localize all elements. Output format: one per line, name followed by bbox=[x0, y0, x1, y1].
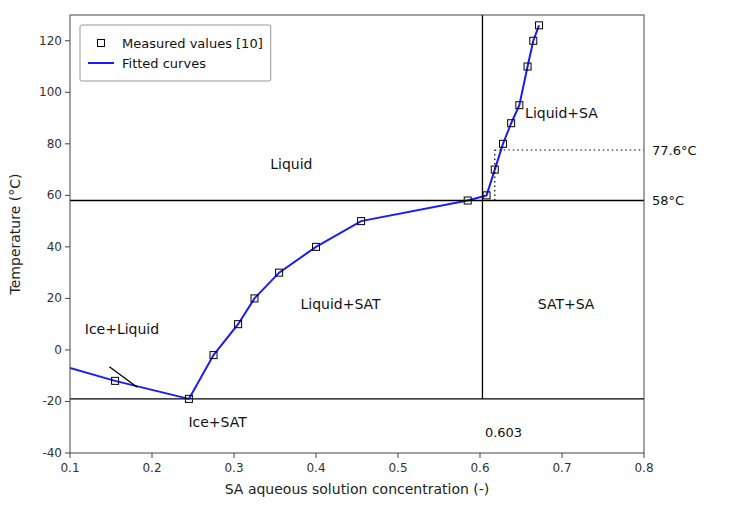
reference-line bbox=[494, 150, 495, 200]
y-tick bbox=[65, 453, 70, 454]
x-tick bbox=[562, 453, 563, 458]
x-tick bbox=[316, 453, 317, 458]
y-tick-label: -20 bbox=[42, 394, 62, 408]
marker bbox=[530, 37, 537, 44]
annotations: Liquid Liquid+SAT SAT+SA Ice+Liquid Ice+SAT L… bbox=[85, 105, 697, 440]
chart: 0.1 0.2 0.3 0.4 0.5 0.6 0.7 0.8 -40 -20 0 20 40 60 80 1… bbox=[0, 0, 754, 508]
marker bbox=[516, 102, 523, 109]
x-tick-label: 0.7 bbox=[552, 461, 571, 475]
marker bbox=[483, 192, 490, 199]
reference-line bbox=[495, 149, 644, 150]
y-tick-label: 20 bbox=[47, 291, 62, 305]
region-label: Liquid+SA bbox=[525, 105, 598, 121]
y-tick-label: 120 bbox=[39, 34, 62, 48]
y-tick-label: -40 bbox=[42, 446, 62, 460]
marker bbox=[358, 218, 365, 225]
plot-data bbox=[70, 15, 644, 402]
plot-background bbox=[70, 15, 644, 453]
marker bbox=[491, 166, 498, 173]
legend-swatch bbox=[98, 40, 105, 47]
y-tick-label: 80 bbox=[47, 137, 62, 151]
reference-line bbox=[109, 367, 137, 388]
y-tick-label: 40 bbox=[47, 240, 62, 254]
marker bbox=[235, 321, 242, 328]
y-tick-label: 0 bbox=[54, 343, 62, 357]
y-tick-label: 60 bbox=[47, 188, 62, 202]
marker bbox=[508, 120, 515, 127]
x-tick bbox=[152, 453, 153, 458]
reference-line bbox=[482, 15, 483, 399]
region-label: Ice+Liquid bbox=[85, 321, 159, 337]
region-label: SAT+SA bbox=[538, 296, 595, 312]
region-label: Ice+SAT bbox=[188, 414, 247, 430]
marker bbox=[536, 22, 543, 29]
y-tick-label: 100 bbox=[39, 85, 62, 99]
region-label: Liquid bbox=[270, 156, 312, 172]
legend-swatch bbox=[88, 62, 114, 64]
marker bbox=[313, 243, 320, 250]
y-tick bbox=[65, 349, 70, 350]
y-tick bbox=[65, 92, 70, 93]
x-axis-label: SA aqueous solution concentration (-) bbox=[225, 481, 490, 497]
region-label: Liquid+SAT bbox=[301, 296, 382, 312]
side-annotation: 58°C bbox=[652, 193, 684, 208]
fitted-curve bbox=[70, 368, 189, 399]
y-tick bbox=[65, 195, 70, 196]
fitted-curve bbox=[189, 201, 468, 399]
y-tick bbox=[65, 143, 70, 144]
y-tick bbox=[65, 401, 70, 402]
y-tick bbox=[65, 246, 70, 247]
marker bbox=[112, 377, 119, 384]
marker bbox=[185, 395, 192, 402]
legend-label: Fitted curves bbox=[122, 56, 206, 71]
x-tick bbox=[644, 453, 645, 458]
x-tick-label: 0.5 bbox=[388, 461, 407, 475]
x-tick bbox=[480, 453, 481, 458]
x-tick-label: 0.8 bbox=[634, 461, 653, 475]
y-tick bbox=[65, 298, 70, 299]
marker bbox=[276, 269, 283, 276]
marker bbox=[524, 63, 531, 70]
plot-frame bbox=[70, 15, 644, 453]
marker bbox=[251, 295, 258, 302]
axes: 0.1 0.2 0.3 0.4 0.5 0.6 0.7 0.8 -40 -20 0 20 40 60 80 1… bbox=[7, 34, 654, 497]
x-tick bbox=[398, 453, 399, 458]
y-tick bbox=[65, 40, 70, 41]
x-tick bbox=[234, 453, 235, 458]
x-tick-label: 0.2 bbox=[142, 461, 161, 475]
x-tick-label: 0.6 bbox=[470, 461, 489, 475]
x-tick-label: 0.1 bbox=[60, 461, 79, 475]
marker bbox=[464, 197, 471, 204]
side-annotation: 77.6°C bbox=[652, 143, 697, 158]
x-tick-label: 0.4 bbox=[306, 461, 325, 475]
x-tick bbox=[70, 453, 71, 458]
legend: Measured values [10] Fitted curves bbox=[80, 25, 271, 81]
legend-label: Measured values [10] bbox=[122, 36, 263, 51]
reference-line bbox=[70, 200, 644, 201]
x-tick-label: 0.3 bbox=[224, 461, 243, 475]
marker bbox=[210, 352, 217, 359]
y-axis-label: Temperature (°C) bbox=[7, 174, 23, 296]
reference-line bbox=[70, 398, 644, 399]
marker bbox=[499, 140, 506, 147]
region-label: 0.603 bbox=[485, 425, 522, 440]
legend-box bbox=[80, 25, 271, 81]
